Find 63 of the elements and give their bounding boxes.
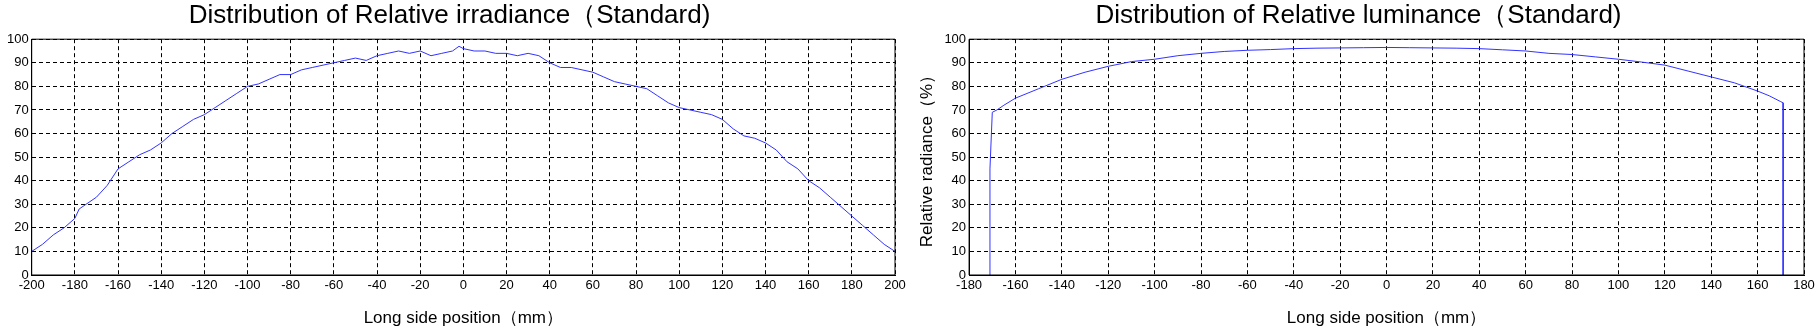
y-tick-label: 80 [951,77,967,93]
x-tick-label: -180 [61,277,88,293]
x-tick-label: 120 [711,277,734,293]
y-axis-title: Relative radiance（%） [916,66,936,248]
x-tick-label: -40 [1284,277,1304,293]
y-tick-label: 20 [951,219,967,235]
y-tick-label: 100 [6,30,29,46]
x-tick-label: -160 [105,277,132,293]
x-tick-label: 20 [1425,277,1441,293]
x-tick-label: 20 [499,277,514,293]
y-tick-label: 10 [951,243,967,258]
x-tick-label: 60 [1518,277,1533,293]
y-tick-label: 60 [951,125,967,141]
x-tick-label: 160 [1746,277,1769,293]
y-tick-label: 90 [14,54,29,70]
x-tick-label: 60 [585,277,601,293]
x-tick-label: -120 [1095,277,1122,293]
x-tick-label: -20 [410,277,430,293]
x-tick-label: 80 [628,277,644,293]
x-tick-label: 40 [1472,277,1487,293]
x-tick-label: 180 [840,277,863,293]
y-tick-label: 40 [951,172,967,188]
x-tick-label: -140 [1048,277,1075,293]
x-tick-label: 80 [1564,277,1580,293]
y-tick-label: 20 [14,219,29,235]
y-tick-label: 70 [951,101,967,117]
x-axis-title: Long side position（mm） [363,308,564,328]
chart-title: Distribution of Relative luminance（Standard) [1095,0,1622,29]
x-tick-label: 0 [459,277,467,293]
x-tick-label: -80 [1191,277,1211,293]
x-tick-label: -160 [1002,277,1029,293]
y-tick-label: 30 [951,195,967,211]
chart-title: Distribution of Relative irradiance（Standard) [188,0,711,29]
x-tick-label: 100 [668,277,691,293]
x-tick-label: -60 [324,277,344,293]
x-tick-label: 160 [797,277,820,293]
x-tick-label: 140 [754,277,777,293]
y-tick-label: 80 [14,77,29,93]
x-tick-label: 120 [1654,277,1676,293]
x-tick-label: 200 [884,277,906,293]
y-tick-label: 60 [14,125,29,141]
y-tick-label: 90 [951,54,967,70]
x-tick-label: -100 [1141,277,1168,293]
x-tick-label: -20 [1330,277,1350,293]
x-tick-label: -40 [367,277,387,293]
x-tick-label: -100 [234,277,261,293]
y-tick-label: 70 [14,101,29,117]
x-tick-label: 0 [1382,277,1391,293]
y-tick-label: 10 [14,243,29,258]
x-tick-label: 100 [1607,277,1630,293]
x-tick-label: 140 [1700,277,1723,293]
y-tick-label: 50 [14,148,29,164]
x-axis-title: Long side position（mm） [1286,308,1487,328]
x-tick-label: -140 [148,277,175,293]
x-tick-label: 40 [542,277,557,293]
y-tick-label: 30 [14,195,29,211]
x-tick-label: -80 [281,277,301,293]
y-tick-label: 40 [14,172,29,188]
y-tick-label: 100 [944,30,967,46]
y-tick-label: 50 [951,148,967,164]
x-tick-label: -60 [1237,277,1257,293]
x-tick-label: -120 [191,277,218,293]
x-tick-label: 180 [1793,277,1815,293]
